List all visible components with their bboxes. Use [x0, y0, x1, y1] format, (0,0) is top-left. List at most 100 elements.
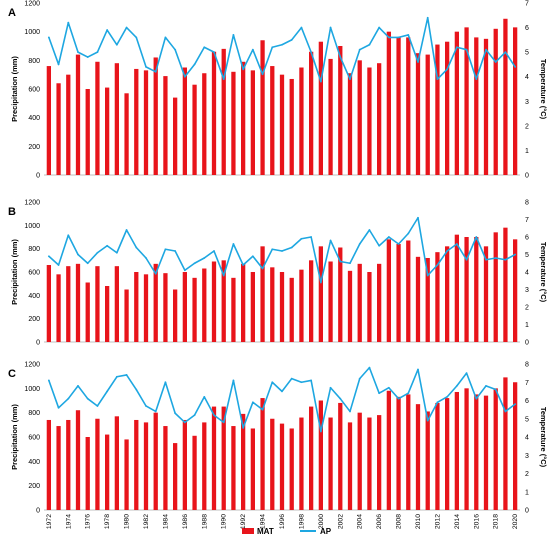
point-2011 — [426, 16, 429, 19]
point-1984 — [164, 248, 167, 251]
point-1989 — [213, 414, 215, 416]
bar-2001 — [328, 58, 333, 175]
point-1988 — [203, 46, 206, 49]
bar-2000 — [318, 400, 323, 510]
point-2004 — [358, 243, 361, 245]
point-2009 — [407, 34, 410, 36]
point-2010 — [417, 368, 419, 371]
bar-1977 — [95, 266, 100, 342]
point-2007 — [387, 236, 390, 238]
point-2002 — [339, 260, 342, 263]
bar-2003 — [347, 73, 353, 175]
point-2004 — [358, 48, 361, 51]
bar-2007 — [386, 390, 391, 510]
y-right-tick-label: 3 — [525, 287, 529, 294]
point-1984 — [164, 36, 167, 39]
bar-1979 — [114, 266, 119, 342]
bar-1978 — [105, 87, 110, 175]
y-left-tick-label: 1200 — [24, 200, 40, 207]
bar-series-mat — [46, 227, 518, 342]
bar-1978 — [105, 286, 110, 342]
panel-label: C — [8, 368, 16, 380]
bar-1995 — [270, 418, 275, 510]
point-1972 — [47, 379, 50, 382]
point-1974 — [67, 397, 70, 400]
point-1987 — [193, 63, 196, 66]
x-tick-label: 1988 — [201, 514, 208, 529]
bar-2002 — [338, 402, 343, 510]
bar-2017 — [483, 246, 489, 342]
point-1976 — [86, 262, 89, 265]
y-left-tick-label: 400 — [28, 293, 40, 300]
bar-1980 — [124, 93, 129, 175]
bar-1974 — [66, 266, 71, 342]
bar-1981 — [134, 419, 139, 510]
x-tick-label: 2004 — [357, 514, 364, 529]
point-1994 — [261, 267, 264, 270]
y-left-axis-title: Precipitation (mm) — [10, 404, 19, 470]
bar-1988 — [202, 268, 207, 342]
bar-2013 — [445, 246, 450, 342]
bar-2004 — [357, 60, 362, 176]
point-1973 — [57, 406, 60, 409]
bar-1984 — [163, 426, 168, 510]
point-1986 — [183, 75, 186, 78]
bar-1976 — [85, 437, 90, 510]
point-2018 — [494, 257, 497, 259]
x-tick-label: 1980 — [124, 514, 131, 529]
point-1983 — [154, 410, 157, 413]
bar-2020 — [513, 239, 518, 342]
bar-1986 — [182, 272, 187, 342]
point-2003 — [349, 262, 351, 265]
point-1980 — [125, 26, 128, 29]
y-right-tick-label: 2 — [525, 305, 529, 312]
bar-1972 — [46, 265, 51, 342]
point-1977 — [96, 251, 99, 254]
point-2005 — [368, 366, 371, 369]
x-tick-label: 2018 — [493, 514, 500, 529]
x-tick-label: 1998 — [298, 514, 305, 529]
bar-1982 — [143, 422, 149, 510]
point-1992 — [242, 426, 245, 429]
y-right-tick-label: 7 — [525, 217, 529, 224]
bar-2012 — [435, 252, 440, 342]
bar-2000 — [318, 41, 323, 176]
y-right-tick-label: 3 — [525, 453, 529, 460]
point-2010 — [417, 216, 419, 219]
x-tick-label: 2016 — [473, 514, 480, 529]
line-series-ap — [47, 366, 517, 433]
point-1975 — [77, 385, 79, 387]
point-1979 — [115, 375, 118, 378]
x-tick-label: 1976 — [85, 514, 92, 529]
point-1982 — [145, 65, 147, 68]
y-right-tick-label: 2 — [525, 123, 529, 130]
point-2009 — [407, 232, 410, 235]
point-2019 — [504, 51, 507, 54]
bar-1976 — [85, 89, 90, 175]
point-2003 — [349, 410, 351, 413]
bar-2020 — [513, 27, 518, 175]
bar-1995 — [270, 66, 275, 175]
bar-1999 — [309, 406, 314, 510]
point-2015 — [465, 48, 468, 51]
point-2020 — [514, 403, 517, 406]
point-2015 — [465, 372, 468, 375]
x-tick-label: 2014 — [454, 514, 461, 529]
bar-1992 — [241, 263, 246, 342]
bar-1987 — [192, 435, 197, 510]
bar-2014 — [454, 234, 459, 342]
bar-1984 — [163, 273, 168, 342]
bar-1994 — [260, 246, 265, 342]
bar-2003 — [347, 270, 353, 342]
point-2007 — [387, 386, 390, 389]
point-2011 — [426, 419, 429, 422]
panel-c: C 0 200 400 600 800 1000 1200 0 1 2 3 4 5 6 7 8 Precipita… — [8, 362, 548, 515]
bar-1993 — [250, 428, 255, 510]
x-tick-label: 1990 — [221, 514, 228, 529]
point-2001 — [329, 386, 332, 389]
point-1998 — [300, 381, 303, 384]
panel-a: A 0 200 400 600 800 1000 1200 0 1 2 3 4 5 6 7 Precipitat… — [8, 1, 548, 180]
bar-1973 — [56, 274, 61, 342]
point-2000 — [319, 80, 322, 83]
y-right-tick-label: 1 — [525, 489, 529, 496]
